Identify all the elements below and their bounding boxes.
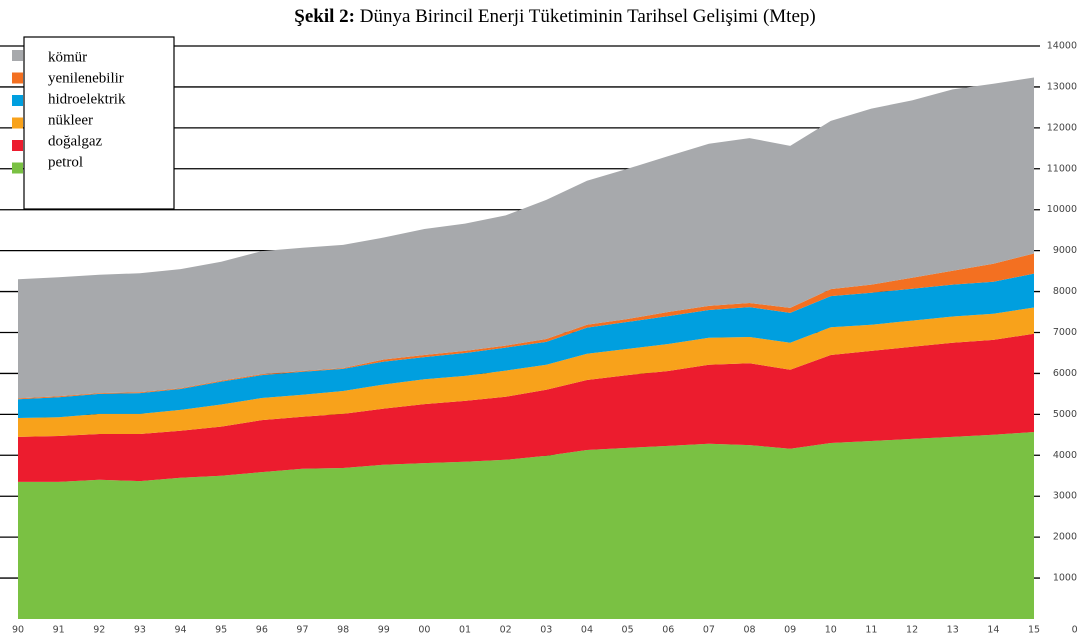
area	[18, 432, 1034, 619]
title-text: Dünya Birincil Enerji Tüketiminin Tarihs…	[360, 6, 816, 27]
legend-swatch	[12, 117, 23, 129]
x-tick-label: 90	[12, 625, 24, 636]
legend-label: petrol	[48, 154, 83, 170]
x-tick-label: 14	[987, 625, 999, 636]
chart-title: Şekil 2: Dünya Birincil Enerji Tüketimin…	[294, 6, 815, 27]
y-tick-label: 13000	[1047, 81, 1077, 92]
y-tick-label: 8000	[1053, 286, 1077, 297]
legend-label: yenilenebilir	[48, 70, 124, 86]
x-tick-label: 11	[865, 625, 877, 636]
x-tick-label: 0	[1072, 625, 1078, 636]
x-tick-label: 98	[337, 625, 349, 636]
x-tick-label: 97	[296, 625, 308, 636]
legend-swatch	[12, 162, 23, 174]
area	[18, 77, 1034, 399]
y-tick-label: 4000	[1053, 450, 1077, 461]
x-tick-label: 99	[378, 625, 390, 636]
x-tick-label: 94	[175, 625, 187, 636]
area	[18, 307, 1034, 437]
legend-swatch	[12, 72, 23, 84]
legend-label: nükleer	[48, 112, 93, 128]
x-tick-label: 08	[743, 625, 755, 636]
x-tick-label: 09	[784, 625, 796, 636]
legend-swatch	[12, 50, 23, 61]
legend-label: doğalgaz	[48, 133, 102, 149]
x-tick-label: 96	[256, 625, 268, 636]
legend-swatch	[12, 140, 23, 151]
y-tick-label: 11000	[1047, 163, 1077, 174]
y-tick-label: 10000	[1047, 204, 1077, 215]
x-tick-label: 05	[622, 625, 634, 636]
x-tick-label: 92	[93, 625, 105, 636]
legend-label: hidroelektrik	[48, 91, 126, 107]
y-tick-label: 3000	[1053, 491, 1077, 502]
y-tick-label: 14000	[1047, 41, 1077, 52]
x-tick-label: 12	[906, 625, 918, 636]
x-tick-label: 01	[459, 625, 471, 636]
x-tick-label: 00	[418, 625, 430, 636]
x-tick-label: 02	[500, 625, 512, 636]
y-tick-label: 9000	[1053, 245, 1077, 256]
x-tick-label: 95	[215, 625, 227, 636]
y-tick-label: 2000	[1053, 532, 1077, 543]
x-tick-label: 10	[825, 625, 837, 636]
x-tick-label: 04	[581, 625, 593, 636]
area	[18, 333, 1034, 482]
x-tick-label: 07	[703, 625, 715, 636]
x-tick-label: 06	[662, 625, 674, 636]
x-tick-label: 13	[947, 625, 959, 636]
legend-swatch	[12, 95, 23, 106]
y-tick-label: 6000	[1053, 368, 1077, 379]
y-tick-label: 7000	[1053, 327, 1077, 338]
y-tick-label: 1000	[1053, 573, 1077, 584]
legend-label: kömür	[48, 49, 87, 65]
figure-label: Şekil 2:	[294, 6, 355, 27]
x-tick-label: 91	[53, 625, 65, 636]
area	[18, 273, 1034, 418]
y-tick-label: 5000	[1053, 409, 1077, 420]
x-tick-label: 03	[540, 625, 552, 636]
x-tick-label: 15	[1028, 625, 1040, 636]
x-tick-label: 93	[134, 625, 146, 636]
y-tick-label: 12000	[1047, 122, 1077, 133]
legend-box	[23, 36, 175, 210]
